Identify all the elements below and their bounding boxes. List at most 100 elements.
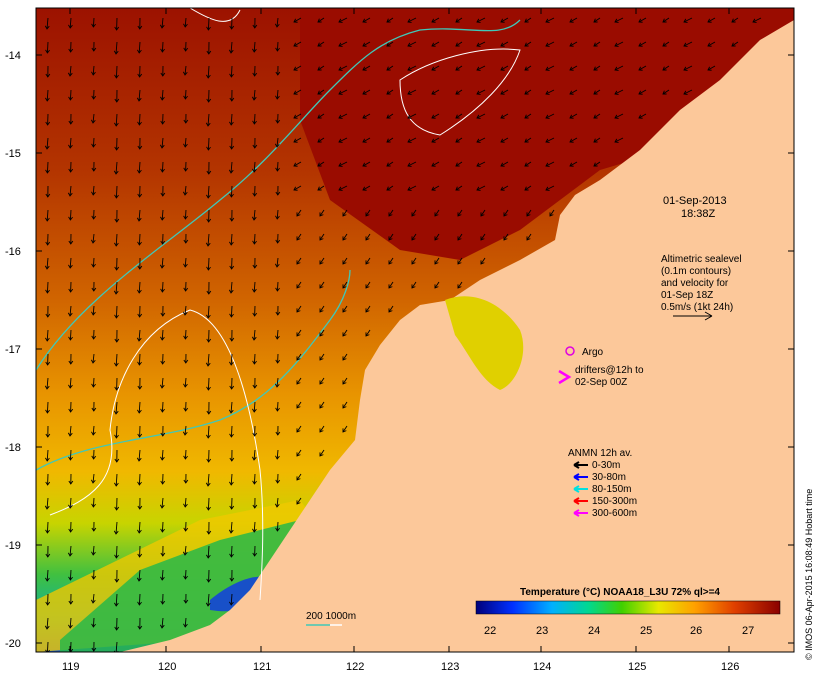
velocity-arrowhead bbox=[319, 260, 324, 265]
velocity-arrowhead bbox=[160, 240, 166, 245]
velocity-arrowhead bbox=[275, 335, 280, 340]
velocity-arrow bbox=[524, 185, 532, 191]
anmn-key-head bbox=[573, 485, 580, 493]
velocity-arrow bbox=[431, 185, 440, 191]
velocity-arrowhead bbox=[545, 186, 550, 191]
velocity-arrow bbox=[683, 65, 693, 71]
velocity-arrowhead bbox=[68, 288, 74, 293]
velocity-arrow bbox=[411, 281, 417, 289]
velocity-arrowhead bbox=[137, 361, 142, 366]
velocity-arrowhead bbox=[275, 431, 281, 436]
velocity-arrow bbox=[69, 209, 72, 221]
velocity-arrow bbox=[138, 89, 141, 102]
velocity-arrowhead bbox=[365, 260, 370, 265]
velocity-arrowhead bbox=[137, 385, 143, 390]
velocity-arrow bbox=[545, 17, 555, 23]
velocity-arrow bbox=[69, 425, 72, 437]
velocity-arrow bbox=[593, 41, 601, 47]
velocity-arrowhead bbox=[500, 162, 505, 167]
velocity-arrow bbox=[293, 17, 302, 23]
velocity-arrowhead bbox=[317, 18, 322, 23]
velocity-arrow bbox=[184, 377, 187, 388]
velocity-arrow bbox=[319, 449, 325, 457]
velocity-arrowhead bbox=[388, 212, 393, 217]
velocity-arrow bbox=[69, 89, 72, 101]
velocity-arrowhead bbox=[342, 260, 347, 265]
velocity-arrow bbox=[500, 41, 509, 47]
velocity-arrowhead bbox=[206, 506, 211, 511]
velocity-arrow bbox=[161, 449, 164, 461]
velocity-arrowhead bbox=[593, 42, 598, 47]
velocity-arrow bbox=[431, 65, 440, 71]
velocity-arrowhead bbox=[114, 602, 119, 607]
velocity-arrowhead bbox=[252, 408, 257, 413]
velocity-arrow bbox=[431, 113, 440, 119]
velocity-arrow bbox=[386, 185, 394, 191]
velocity-arrow bbox=[46, 281, 49, 294]
velocity-arrowhead bbox=[296, 476, 301, 481]
velocity-arrowhead bbox=[68, 576, 73, 581]
velocity-arrowhead bbox=[476, 42, 481, 47]
velocity-arrowhead bbox=[91, 263, 96, 268]
velocity-arrowhead bbox=[45, 97, 50, 102]
velocity-arrowhead bbox=[480, 212, 485, 217]
velocity-arrowhead bbox=[407, 114, 412, 119]
velocity-arrowhead bbox=[45, 313, 51, 318]
lon-axis: 119 120 121 122 123 124 125 126 bbox=[62, 8, 739, 673]
velocity-arrowhead bbox=[275, 455, 280, 460]
velocity-arrow bbox=[638, 113, 647, 119]
velocity-arrow bbox=[342, 329, 348, 337]
velocity-arrow bbox=[342, 425, 348, 433]
isobath-200m-b bbox=[36, 269, 351, 471]
velocity-arrowhead bbox=[431, 138, 436, 143]
velocity-arrowhead bbox=[500, 186, 505, 191]
velocity-arrowhead bbox=[206, 530, 212, 535]
velocity-arrowhead bbox=[206, 170, 212, 175]
velocity-arrow bbox=[662, 41, 670, 47]
velocity-arrow bbox=[319, 257, 325, 265]
velocity-arrowhead bbox=[68, 96, 73, 101]
velocity-arrowhead bbox=[296, 332, 301, 337]
velocity-arrowhead bbox=[731, 18, 736, 23]
velocity-arrow bbox=[388, 305, 394, 313]
velocity-arrow bbox=[411, 233, 417, 241]
velocity-arrowhead bbox=[137, 169, 142, 174]
velocity-arrowhead bbox=[407, 42, 412, 47]
velocity-arrowhead bbox=[407, 186, 412, 191]
bay-water bbox=[445, 296, 524, 390]
velocity-arrowhead bbox=[275, 407, 280, 412]
plot-area bbox=[36, 8, 794, 652]
velocity-arrow bbox=[207, 257, 210, 271]
velocity-arrow bbox=[161, 521, 164, 533]
velocity-arrowhead bbox=[296, 308, 301, 313]
velocity-arrow bbox=[707, 41, 716, 47]
velocity-arrow bbox=[457, 257, 463, 265]
velocity-arrow bbox=[276, 161, 279, 172]
velocity-arrowhead bbox=[476, 138, 481, 143]
velocity-arrowhead bbox=[296, 284, 301, 289]
velocity-arrowhead bbox=[182, 311, 188, 316]
velocity-arrow bbox=[319, 401, 325, 409]
velocity-arrowhead bbox=[338, 186, 343, 191]
velocity-arrowhead bbox=[45, 217, 50, 222]
velocity-arrowhead bbox=[113, 410, 119, 415]
velocity-arrowhead bbox=[593, 114, 598, 119]
velocity-arrowhead bbox=[662, 66, 667, 71]
velocity-arrow bbox=[230, 233, 233, 246]
velocity-arrowhead bbox=[614, 138, 619, 143]
velocity-arrowhead bbox=[614, 18, 619, 23]
velocity-arrowhead bbox=[275, 71, 281, 76]
velocity-arrowhead bbox=[183, 239, 189, 244]
velocity-arrowhead bbox=[68, 264, 73, 269]
velocity-arrowhead bbox=[137, 553, 143, 558]
velocity-arrowhead bbox=[407, 90, 412, 95]
velocity-arrowhead bbox=[206, 26, 211, 31]
velocity-arrowhead bbox=[91, 335, 97, 340]
velocity-arrowhead bbox=[113, 530, 119, 535]
velocity-arrow bbox=[207, 113, 210, 127]
velocity-arrowhead bbox=[160, 408, 165, 413]
velocity-arrow bbox=[683, 41, 693, 47]
velocity-arrow bbox=[569, 161, 578, 167]
velocity-arrowhead bbox=[319, 380, 324, 385]
velocity-arrowhead bbox=[365, 308, 370, 313]
